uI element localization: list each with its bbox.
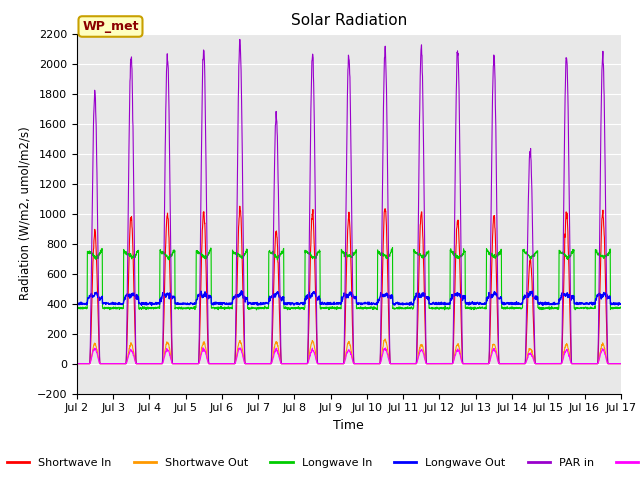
PAR in [617, 361, 625, 367]
X-axis label: Time: Time [333, 419, 364, 432]
Y-axis label: Radiation (W/m2, umol/m2/s): Radiation (W/m2, umol/m2/s) [18, 127, 31, 300]
Longwave In [388, 245, 396, 251]
Title: Solar Radiation: Solar Radiation [291, 13, 407, 28]
Text: WP_met: WP_met [82, 20, 139, 33]
Shortwave In [584, 361, 592, 367]
PAR out [365, 361, 372, 367]
Shortwave Out [225, 361, 232, 367]
Longwave In [617, 304, 625, 310]
Longwave Out [225, 301, 232, 307]
Line: Longwave In: Longwave In [77, 248, 621, 310]
Longwave Out [617, 301, 625, 307]
Line: PAR in: PAR in [77, 39, 621, 364]
Longwave In [365, 304, 372, 310]
Shortwave Out [381, 336, 389, 342]
Longwave Out [365, 302, 372, 308]
PAR out [225, 361, 232, 367]
Shortwave Out [617, 361, 625, 367]
Longwave Out [508, 300, 515, 305]
Longwave Out [237, 288, 245, 294]
Longwave In [570, 249, 577, 255]
Legend: Shortwave In, Shortwave Out, Longwave In, Longwave Out, PAR in, PAR out: Shortwave In, Shortwave Out, Longwave In… [3, 453, 640, 472]
PAR in [365, 361, 372, 367]
PAR out [199, 345, 207, 351]
Longwave Out [584, 300, 592, 306]
Shortwave In [569, 361, 577, 367]
Longwave Out [73, 302, 81, 308]
Shortwave In [617, 361, 625, 367]
Shortwave Out [73, 361, 81, 367]
PAR out [73, 361, 81, 367]
Shortwave In [376, 354, 384, 360]
Longwave Out [377, 290, 385, 296]
Longwave In [225, 306, 232, 312]
PAR out [617, 361, 625, 367]
PAR in [569, 361, 577, 367]
PAR in [507, 361, 515, 367]
Shortwave Out [569, 361, 577, 367]
PAR out [507, 361, 515, 367]
PAR out [376, 360, 384, 366]
Shortwave In [365, 361, 372, 367]
Shortwave Out [376, 360, 384, 366]
Longwave Out [570, 296, 577, 302]
PAR out [584, 361, 592, 367]
Shortwave Out [365, 361, 372, 367]
Line: PAR out: PAR out [77, 348, 621, 364]
PAR in [584, 361, 592, 367]
PAR in [376, 348, 384, 354]
PAR in [73, 361, 81, 367]
Longwave In [508, 305, 515, 311]
Longwave In [73, 306, 81, 312]
Shortwave Out [507, 361, 515, 367]
Shortwave In [225, 361, 232, 367]
Longwave In [584, 306, 592, 312]
Shortwave Out [584, 361, 592, 367]
PAR in [225, 361, 232, 367]
Shortwave In [73, 361, 81, 367]
Shortwave In [236, 204, 244, 209]
Line: Shortwave In: Shortwave In [77, 206, 621, 364]
Longwave In [253, 307, 260, 313]
Longwave Out [148, 302, 156, 308]
Line: Shortwave Out: Shortwave Out [77, 339, 621, 364]
PAR out [569, 361, 577, 367]
Line: Longwave Out: Longwave Out [77, 291, 621, 305]
Shortwave In [507, 361, 515, 367]
Longwave In [376, 252, 384, 257]
PAR in [236, 36, 244, 42]
